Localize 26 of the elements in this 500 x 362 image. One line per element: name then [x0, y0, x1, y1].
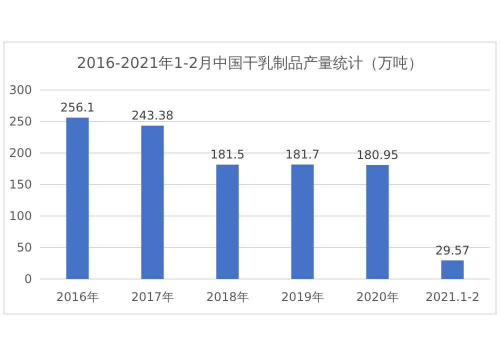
y-tick-label: 300	[9, 83, 32, 97]
x-tick-label: 2020年	[356, 290, 399, 304]
x-tick-label: 2021.1-2	[426, 290, 480, 304]
x-tick-label: 2016年	[56, 290, 99, 304]
y-tick-label: 100	[9, 209, 32, 223]
data-label: 243.38	[132, 108, 174, 123]
bar	[66, 118, 89, 279]
y-tick-label: 200	[9, 146, 32, 160]
bar	[441, 260, 464, 279]
x-tick-label: 2017年	[131, 290, 174, 304]
chart-title: 2016-2021年1-2月中国干乳制品产量统计（万吨）	[76, 54, 424, 72]
data-label: 29.57	[435, 243, 470, 258]
data-label: 256.1	[60, 100, 95, 115]
y-tick-label: 50	[16, 240, 32, 254]
bar	[366, 165, 389, 279]
y-tick-label: 0	[24, 272, 32, 286]
bar	[216, 164, 239, 279]
data-label: 180.95	[356, 148, 398, 162]
y-tick-label: 250	[9, 114, 32, 128]
y-tick-label: 150	[9, 178, 32, 192]
data-label: 181.7	[285, 148, 320, 162]
bar	[291, 164, 314, 279]
x-tick-label: 2019年	[281, 290, 324, 304]
bar	[141, 126, 164, 279]
data-label: 181.5	[210, 148, 245, 162]
x-tick-label: 2018年	[206, 290, 249, 304]
